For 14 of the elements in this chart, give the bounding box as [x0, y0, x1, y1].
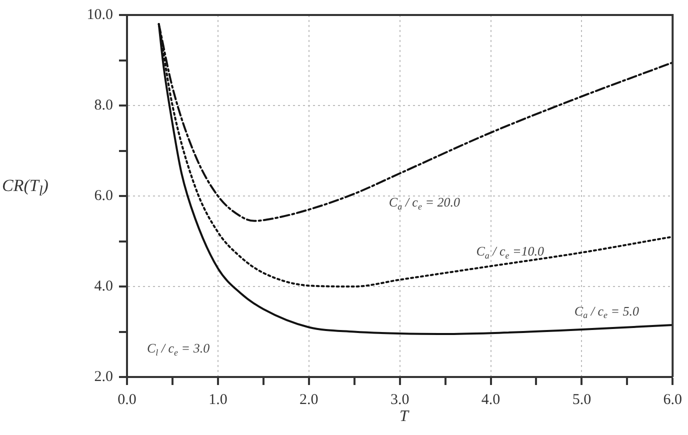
x-tick-label: 1.0 — [208, 392, 228, 408]
x-tick-label: 3.0 — [390, 392, 410, 408]
y-axis-title: CR(T$_{l}$) — [2, 176, 48, 200]
y-tick-label: 8.0 — [94, 97, 113, 114]
y-tick-label: 10.0 — [86, 6, 113, 23]
x-tick-label: 0.0 — [118, 392, 136, 408]
x-tick-label: 4.0 — [481, 392, 500, 408]
y-tick-label: 6.0 — [94, 188, 113, 204]
x-tick-label: 2.0 — [300, 392, 318, 408]
x-tick-label: 5.0 — [572, 392, 592, 408]
x-axis-title: T — [398, 408, 410, 426]
y-tick-label: 4.0 — [94, 278, 113, 294]
x-tick-label: 6.0 — [663, 392, 682, 408]
y-tick-label: 2.0 — [94, 368, 113, 385]
